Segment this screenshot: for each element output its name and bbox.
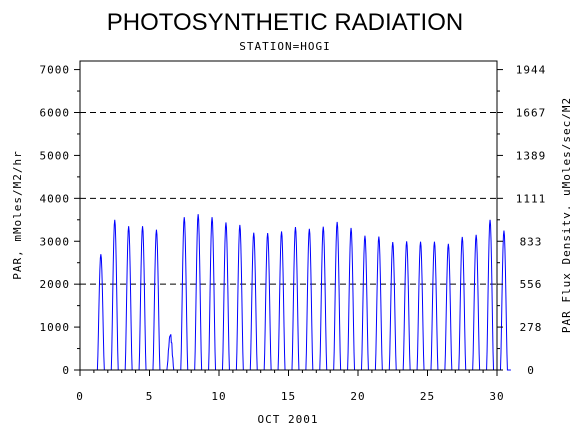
x-tick-label: 15 [281, 390, 296, 403]
y-axis-label: PAR, mMoles/M2/hr [11, 150, 24, 280]
x-tick-label: 0 [76, 390, 84, 403]
y-tick-label: 1000 [40, 321, 71, 334]
y-tick-label: 7000 [40, 64, 71, 77]
y2-tick-label: 278 [520, 321, 543, 334]
y-tick-label: 0 [62, 364, 70, 377]
y-tick-label: 2000 [40, 278, 71, 291]
y2-tick-label: 556 [520, 278, 543, 291]
y2-tick-label: 1667 [516, 107, 547, 120]
y-tick-label: 4000 [40, 192, 71, 205]
x-tick-label: 30 [489, 390, 504, 403]
chart-title: PHOTOSYNTHETIC RADIATION [107, 9, 463, 36]
y2-axis-label: PAR Flux Density, uMoles/sec/M2 [560, 97, 570, 333]
y-tick-label: 5000 [40, 149, 71, 162]
y2-tick-label: 0 [527, 364, 535, 377]
x-axis-label: OCT 2001 [258, 413, 319, 426]
x-axis: 0 5 10 15 20 25 30 [76, 370, 504, 403]
y2-tick-label: 1111 [516, 192, 547, 205]
y2-tick-label: 1944 [516, 64, 547, 77]
x-tick-label: 25 [420, 390, 435, 403]
y2-tick-label: 1389 [516, 149, 547, 162]
series-group [93, 214, 511, 371]
x-tick-label: 5 [146, 390, 154, 403]
y-tick-label: 3000 [40, 235, 71, 248]
y-axis-left: 0 1000 2000 3000 4000 5000 6000 7000 [40, 64, 80, 377]
par-series-line [93, 214, 511, 371]
plot-frame [79, 60, 498, 371]
chart-subtitle: STATION=HOGI [239, 40, 330, 53]
y-axis-right: 0 278 556 833 1111 1389 1667 1944 [497, 64, 547, 377]
y-tick-label: 6000 [40, 107, 71, 120]
y2-tick-label: 833 [520, 235, 543, 248]
x-tick-label: 20 [350, 390, 365, 403]
x-tick-label: 10 [211, 390, 226, 403]
gridlines [80, 112, 497, 285]
